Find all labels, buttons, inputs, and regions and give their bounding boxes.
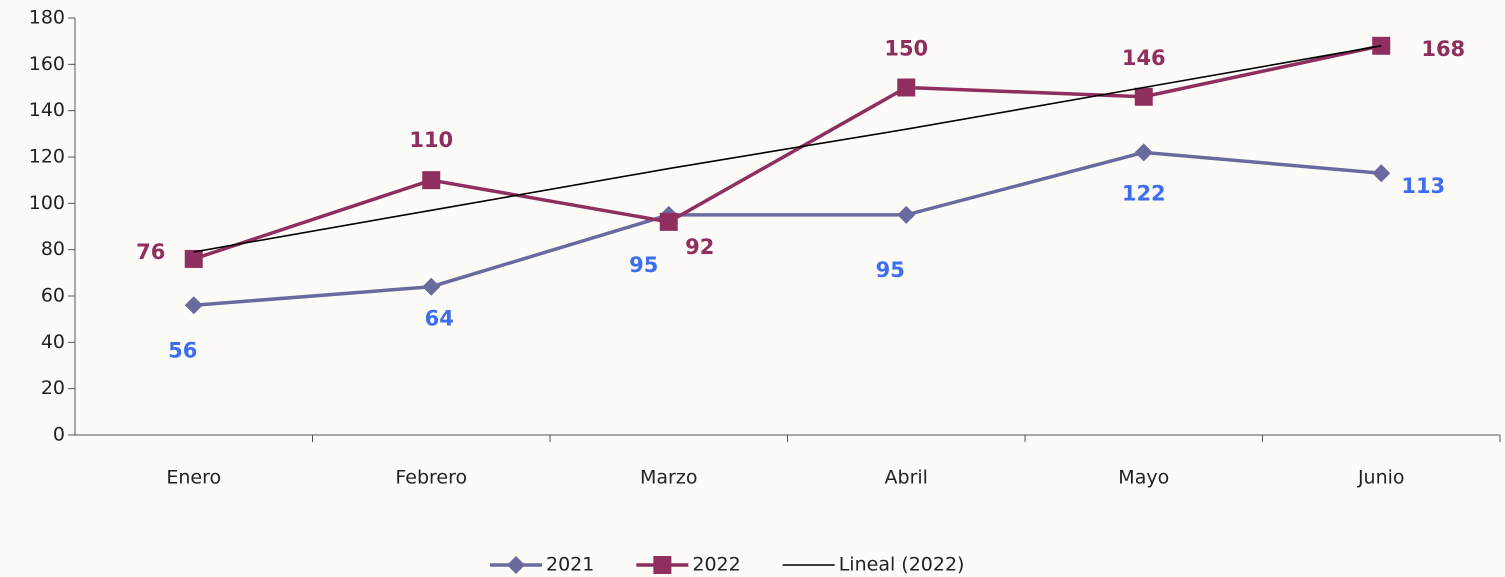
y-tick-label: 180 bbox=[29, 7, 65, 29]
x-tick-label: Abril bbox=[885, 467, 928, 489]
data-label: 110 bbox=[409, 128, 453, 152]
data-label: 76 bbox=[136, 240, 165, 264]
x-tick-label: Enero bbox=[166, 467, 221, 489]
legend-label: Lineal (2022) bbox=[839, 554, 965, 576]
data-label: 168 bbox=[1421, 37, 1465, 61]
point bbox=[185, 250, 203, 268]
x-tick-label: Junio bbox=[1357, 467, 1405, 489]
chart: 0 20 40 60 80 100 120 140 160 180 Enero Febrero Marz… bbox=[0, 0, 1505, 577]
data-label: 95 bbox=[629, 253, 658, 277]
point bbox=[660, 213, 678, 231]
y-tick-label: 20 bbox=[41, 377, 65, 399]
data-label: 150 bbox=[884, 37, 928, 61]
point bbox=[897, 79, 915, 97]
y-tick-label: 80 bbox=[41, 238, 65, 260]
x-tick-label: Mayo bbox=[1118, 467, 1169, 489]
data-label: 92 bbox=[685, 235, 714, 259]
point bbox=[1135, 88, 1153, 106]
data-label: 95 bbox=[876, 258, 905, 282]
data-label: 64 bbox=[425, 307, 454, 331]
x-tick-label: Marzo bbox=[640, 467, 697, 489]
x-tick-label: Febrero bbox=[395, 467, 467, 489]
y-tick-label: 160 bbox=[29, 53, 65, 75]
data-label: 113 bbox=[1401, 174, 1445, 198]
y-tick-label: 0 bbox=[53, 424, 65, 446]
y-tick-label: 100 bbox=[29, 192, 65, 214]
legend-label: 2021 bbox=[546, 554, 594, 576]
background bbox=[0, 0, 1505, 577]
point bbox=[653, 556, 671, 574]
data-label: 122 bbox=[1122, 181, 1166, 205]
point bbox=[422, 171, 440, 189]
data-label: 146 bbox=[1122, 46, 1166, 70]
data-label: 56 bbox=[168, 338, 197, 362]
y-tick-label: 120 bbox=[29, 146, 65, 168]
y-tick-label: 60 bbox=[41, 285, 65, 307]
y-tick-label: 140 bbox=[29, 99, 65, 121]
legend-label: 2022 bbox=[692, 554, 740, 576]
y-tick-label: 40 bbox=[41, 331, 65, 353]
